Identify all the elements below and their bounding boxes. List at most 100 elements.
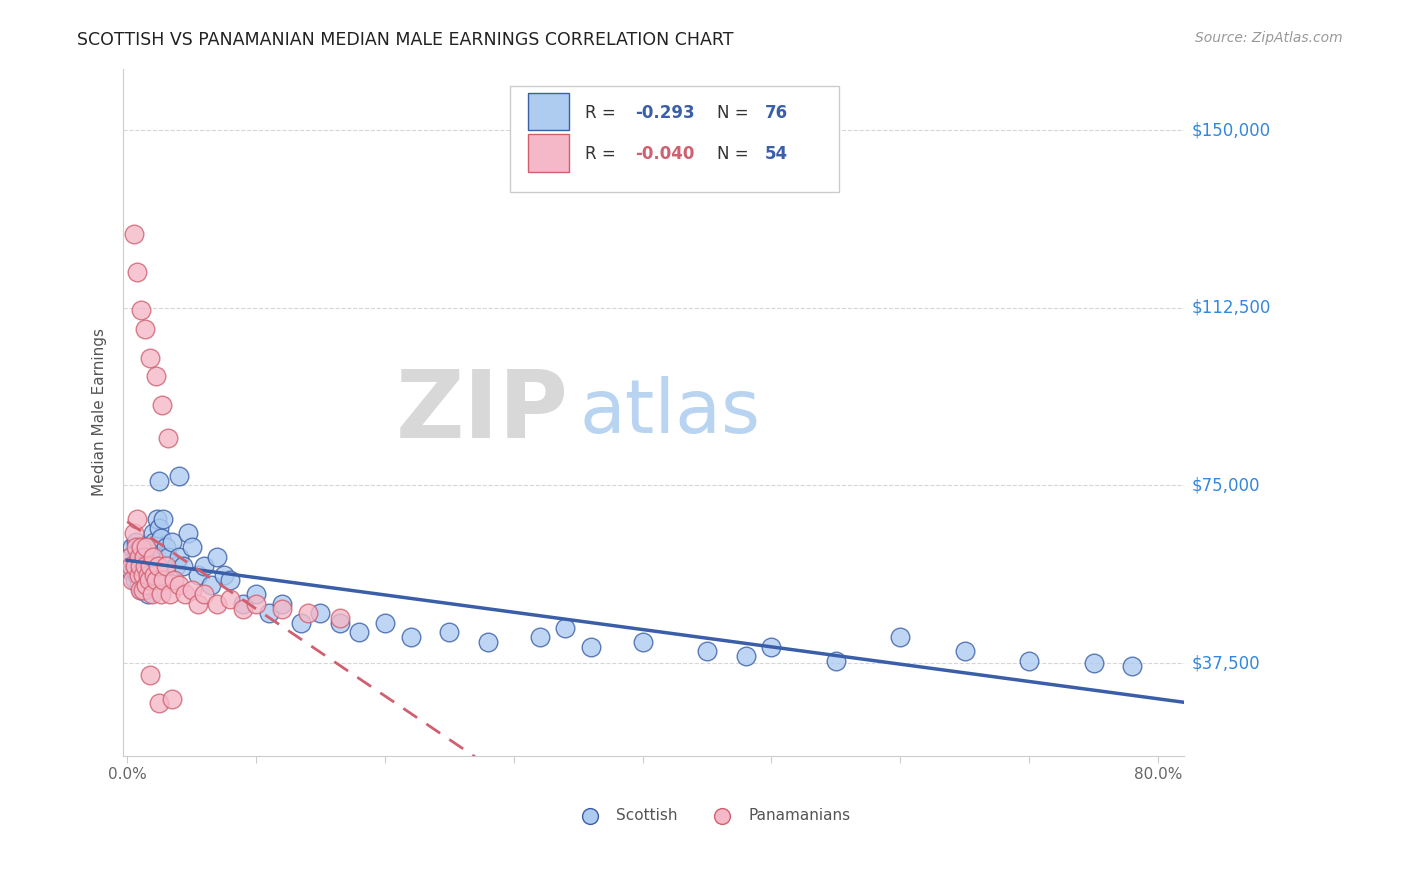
Point xyxy=(696,644,718,658)
Point xyxy=(135,540,157,554)
Point xyxy=(142,525,165,540)
Point xyxy=(1018,654,1040,668)
Point xyxy=(131,568,153,582)
Point xyxy=(152,511,174,525)
Point xyxy=(155,559,177,574)
Text: ZIP: ZIP xyxy=(396,366,568,458)
Point xyxy=(128,554,150,568)
Point xyxy=(180,582,202,597)
Point xyxy=(128,568,150,582)
Text: $150,000: $150,000 xyxy=(1192,121,1271,139)
Point xyxy=(129,559,152,574)
Point xyxy=(132,554,155,568)
Point xyxy=(167,578,190,592)
Point xyxy=(159,587,181,601)
Point xyxy=(129,559,152,574)
Point xyxy=(121,573,143,587)
Point xyxy=(136,568,159,582)
Point xyxy=(148,474,170,488)
Point xyxy=(135,564,157,578)
Point xyxy=(347,625,370,640)
Point xyxy=(134,559,156,574)
Point xyxy=(122,525,145,540)
Point xyxy=(193,587,215,601)
Point xyxy=(148,521,170,535)
Point xyxy=(157,549,180,564)
Point xyxy=(145,549,167,564)
Point xyxy=(135,545,157,559)
Point xyxy=(1083,656,1105,670)
Point xyxy=(761,640,783,654)
Point xyxy=(122,227,145,242)
Text: atlas: atlas xyxy=(579,376,761,449)
Point xyxy=(135,578,157,592)
Point xyxy=(125,535,148,549)
Point xyxy=(131,582,153,597)
Point xyxy=(297,607,319,621)
Point xyxy=(212,568,235,582)
Point xyxy=(120,559,142,574)
Point xyxy=(180,540,202,554)
Point xyxy=(146,559,169,574)
Text: $37,500: $37,500 xyxy=(1192,654,1261,673)
Point xyxy=(127,511,149,525)
Point xyxy=(329,611,352,625)
Point xyxy=(132,573,155,587)
Point xyxy=(399,630,422,644)
Text: Scottish: Scottish xyxy=(616,808,678,823)
Point xyxy=(172,559,194,574)
Point xyxy=(683,834,706,848)
Point xyxy=(118,549,141,564)
Point xyxy=(152,573,174,587)
Point xyxy=(128,578,150,592)
Point xyxy=(245,597,267,611)
Point xyxy=(529,630,551,644)
Point xyxy=(128,549,150,564)
Point xyxy=(125,540,148,554)
Point xyxy=(165,559,187,574)
Point xyxy=(257,607,280,621)
Point xyxy=(439,625,461,640)
Point xyxy=(157,431,180,445)
Point xyxy=(232,601,254,615)
Point xyxy=(207,597,229,611)
Point xyxy=(270,597,292,611)
Point xyxy=(200,578,222,592)
Point xyxy=(219,573,242,587)
Point xyxy=(127,545,149,559)
Point xyxy=(554,621,576,635)
Point xyxy=(134,559,156,574)
Point xyxy=(477,635,499,649)
Point xyxy=(219,592,242,607)
Text: 76: 76 xyxy=(765,104,787,122)
Point xyxy=(167,549,190,564)
Text: $75,000: $75,000 xyxy=(1192,476,1261,494)
Point xyxy=(167,469,190,483)
Text: Source: ZipAtlas.com: Source: ZipAtlas.com xyxy=(1195,31,1343,45)
Point xyxy=(139,668,162,682)
FancyBboxPatch shape xyxy=(529,93,568,130)
Point xyxy=(134,322,156,336)
Point xyxy=(953,644,976,658)
Y-axis label: Median Male Earnings: Median Male Earnings xyxy=(93,328,107,496)
Point xyxy=(131,540,153,554)
Point xyxy=(207,549,229,564)
Point xyxy=(844,834,866,848)
Point xyxy=(120,564,142,578)
Point xyxy=(149,531,172,545)
Text: N =: N = xyxy=(717,145,754,163)
Point xyxy=(245,587,267,601)
Point xyxy=(150,398,173,412)
Point xyxy=(136,587,159,601)
Point xyxy=(138,549,160,564)
Point xyxy=(131,568,153,582)
Point xyxy=(124,559,146,574)
Point xyxy=(139,559,162,574)
Text: -0.040: -0.040 xyxy=(636,145,695,163)
Point xyxy=(187,597,209,611)
Text: 54: 54 xyxy=(765,145,787,163)
Point xyxy=(132,549,155,564)
Text: $112,500: $112,500 xyxy=(1192,299,1271,317)
Text: Panamanians: Panamanians xyxy=(749,808,851,823)
Point xyxy=(139,351,162,365)
